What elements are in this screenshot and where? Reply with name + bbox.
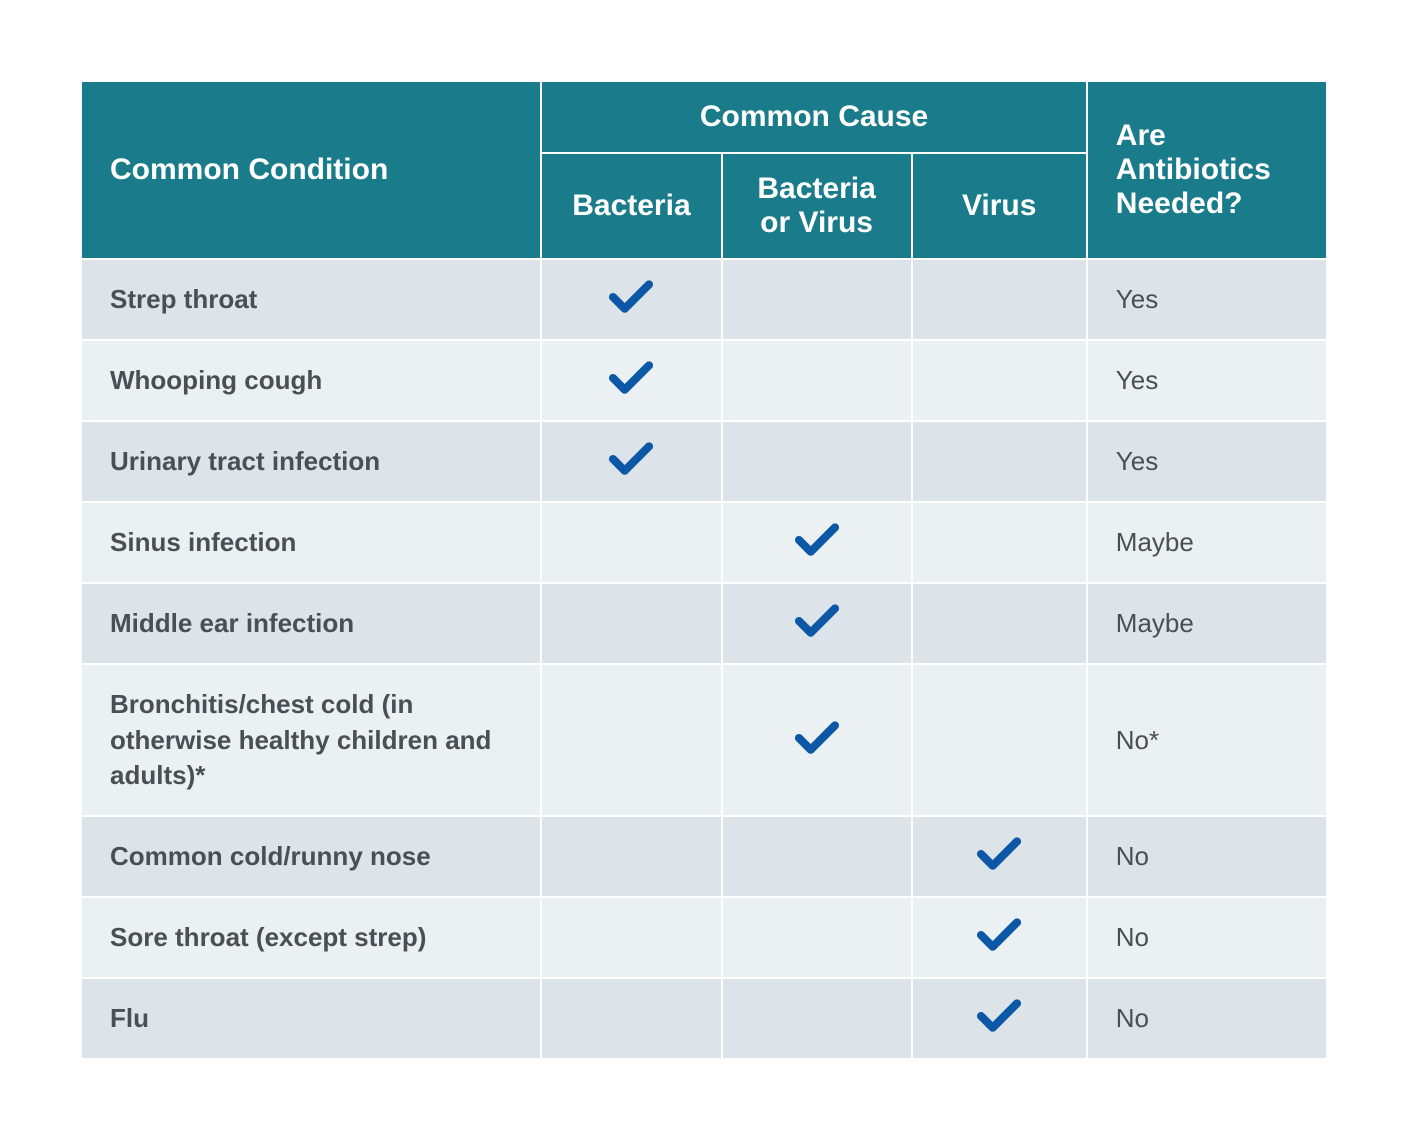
bacteria-cell xyxy=(541,897,721,978)
antibiotics-cell: No xyxy=(1087,897,1327,978)
bacteria_or_virus-cell xyxy=(722,816,912,897)
table-row: Flu No xyxy=(81,978,1327,1059)
condition-cell: Flu xyxy=(81,978,541,1059)
table-body: Strep throatYesWhooping coughYesUrinary … xyxy=(81,259,1327,1059)
bacteria_or_virus-cell xyxy=(722,259,912,340)
bacteria-cell xyxy=(541,816,721,897)
condition-cell: Sore throat (except strep) xyxy=(81,897,541,978)
check-icon xyxy=(795,720,839,756)
check-icon xyxy=(795,522,839,558)
bacteria_or_virus-cell xyxy=(722,664,912,815)
bacteria-cell xyxy=(541,978,721,1059)
virus-cell xyxy=(912,340,1087,421)
bacteria-cell xyxy=(541,583,721,664)
bacteria-cell xyxy=(541,340,721,421)
virus-cell xyxy=(912,664,1087,815)
condition-cell: Middle ear infection xyxy=(81,583,541,664)
bacteria_or_virus-cell xyxy=(722,897,912,978)
antibiotics-cell: No xyxy=(1087,816,1327,897)
check-icon xyxy=(977,998,1021,1034)
condition-cell: Strep throat xyxy=(81,259,541,340)
antibiotics-cell: Yes xyxy=(1087,259,1327,340)
check-icon xyxy=(609,360,653,396)
table-row: Bronchitis/chest cold (in otherwise heal… xyxy=(81,664,1327,815)
antibiotics-cell: Maybe xyxy=(1087,583,1327,664)
condition-cell: Bronchitis/chest cold (in otherwise heal… xyxy=(81,664,541,815)
condition-cell: Sinus infection xyxy=(81,502,541,583)
table-row: Middle ear infection Maybe xyxy=(81,583,1327,664)
bacteria_or_virus-cell xyxy=(722,583,912,664)
check-icon xyxy=(609,279,653,315)
check-icon xyxy=(977,836,1021,872)
antibiotics-cell: No xyxy=(1087,978,1327,1059)
condition-cell: Whooping cough xyxy=(81,340,541,421)
antibiotics-table: Common Condition Common Cause Are Antibi… xyxy=(80,80,1328,1060)
antibiotics-cell: No* xyxy=(1087,664,1327,815)
bacteria_or_virus-cell xyxy=(722,978,912,1059)
check-icon xyxy=(609,441,653,477)
antibiotics-cell: Maybe xyxy=(1087,502,1327,583)
virus-cell xyxy=(912,816,1087,897)
antibiotics-cell: Yes xyxy=(1087,340,1327,421)
table-row: Common cold/runny nose No xyxy=(81,816,1327,897)
table-row: Whooping cough Yes xyxy=(81,340,1327,421)
bacteria_or_virus-cell xyxy=(722,340,912,421)
bacteria-cell xyxy=(541,421,721,502)
condition-cell: Urinary tract infection xyxy=(81,421,541,502)
header-condition: Common Condition xyxy=(81,81,541,259)
table-row: Strep throat Yes xyxy=(81,259,1327,340)
header-bacteria-or-virus: Bacteria or Virus xyxy=(722,153,912,259)
table-row: Urinary tract infection Yes xyxy=(81,421,1327,502)
header-cause-group: Common Cause xyxy=(541,81,1086,153)
header-antibiotics: Are Antibiotics Needed? xyxy=(1087,81,1327,259)
virus-cell xyxy=(912,583,1087,664)
condition-cell: Common cold/runny nose xyxy=(81,816,541,897)
header-virus: Virus xyxy=(912,153,1087,259)
table-row: Sinus infection Maybe xyxy=(81,502,1327,583)
bacteria-cell xyxy=(541,664,721,815)
bacteria-cell xyxy=(541,502,721,583)
virus-cell xyxy=(912,421,1087,502)
bacteria_or_virus-cell xyxy=(722,502,912,583)
check-icon xyxy=(977,917,1021,953)
check-icon xyxy=(795,603,839,639)
virus-cell xyxy=(912,897,1087,978)
bacteria_or_virus-cell xyxy=(722,421,912,502)
table-header: Common Condition Common Cause Are Antibi… xyxy=(81,81,1327,259)
header-bacteria: Bacteria xyxy=(541,153,721,259)
bacteria-cell xyxy=(541,259,721,340)
table-row: Sore throat (except strep) No xyxy=(81,897,1327,978)
virus-cell xyxy=(912,502,1087,583)
antibiotics-cell: Yes xyxy=(1087,421,1327,502)
virus-cell xyxy=(912,978,1087,1059)
virus-cell xyxy=(912,259,1087,340)
